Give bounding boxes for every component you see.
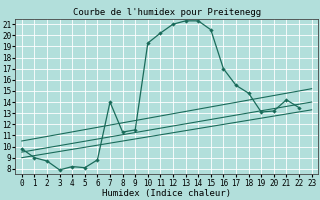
Text: Courbe de l'humidex pour Preitenegg: Courbe de l'humidex pour Preitenegg [73,8,261,17]
X-axis label: Humidex (Indice chaleur): Humidex (Indice chaleur) [102,189,231,198]
